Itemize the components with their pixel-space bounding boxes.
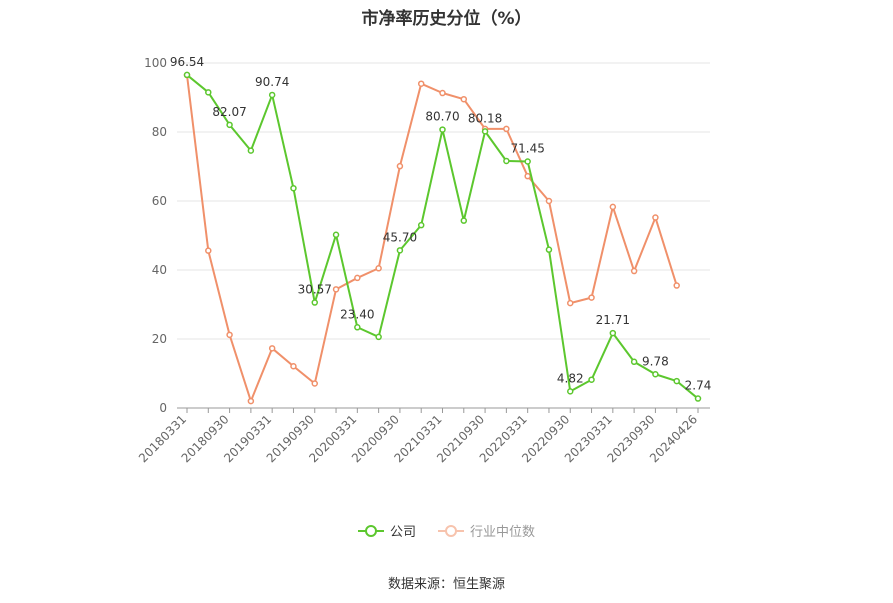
- data-point: [417, 80, 425, 87]
- data-point: [226, 121, 233, 129]
- data-point: [247, 397, 255, 405]
- data-point: [673, 282, 680, 289]
- data-label: 4.82: [557, 371, 584, 385]
- y-tick-label: 80: [152, 125, 167, 139]
- data-point: [226, 331, 233, 339]
- data-label: 9.78: [642, 354, 669, 368]
- data-point: [332, 231, 340, 239]
- data-point: [545, 246, 553, 253]
- data-point: [439, 126, 446, 133]
- data-point: [205, 247, 212, 254]
- legend-item-company[interactable]: 公司: [357, 521, 416, 540]
- data-label: 30.57: [298, 283, 332, 297]
- data-point: [694, 395, 702, 402]
- grid-lines: [177, 62, 710, 340]
- data-point: [311, 380, 318, 387]
- data-point: [354, 274, 361, 282]
- y-tick-label: 60: [152, 194, 167, 208]
- y-tick-label: 40: [152, 263, 167, 277]
- data-point: [503, 125, 510, 133]
- source-note: 数据来源：恒生聚源: [387, 577, 505, 592]
- legend-line-circle-icon: [357, 524, 384, 537]
- data-point: [567, 388, 574, 395]
- data-point: [609, 203, 617, 211]
- data-point: [396, 162, 404, 170]
- data-point: [673, 377, 680, 385]
- data-point: [481, 128, 489, 135]
- y-tick-label: 20: [152, 332, 167, 346]
- data-point: [588, 376, 595, 383]
- data-label: 23.40: [340, 307, 374, 321]
- data-point: [503, 157, 510, 165]
- data-label: 2.74: [685, 379, 712, 393]
- data-point: [630, 267, 638, 275]
- data-point: [417, 221, 425, 229]
- data-point: [630, 358, 638, 366]
- data-point: [268, 91, 276, 99]
- data-point: [354, 324, 361, 331]
- data-label: 71.45: [510, 141, 544, 155]
- data-point: [205, 89, 212, 96]
- series-line: [186, 74, 678, 403]
- data-point: [311, 299, 318, 306]
- legend-line-circle-icon: [438, 524, 464, 537]
- data-point: [290, 363, 297, 370]
- data-label: 45.70: [383, 230, 417, 244]
- legend-label-industry-median: 行业中位数: [470, 525, 536, 540]
- data-point: [652, 371, 659, 378]
- data-label: 21.71: [596, 313, 630, 327]
- data-label: 96.54: [170, 55, 204, 69]
- data-point: [567, 299, 574, 307]
- data-point: [652, 214, 659, 221]
- data-point: [290, 184, 297, 192]
- data-point: [524, 158, 531, 165]
- data-point: [460, 217, 468, 224]
- data-labels: 96.54 82.07 90.74 30.57 23.40 45.70 80.70 80.18…: [170, 55, 712, 393]
- data-point: [609, 329, 617, 337]
- data-point: [268, 345, 276, 352]
- data-point: [247, 147, 255, 154]
- data-label: 80.70: [425, 110, 459, 124]
- legend: 公司 行业中位数: [0, 521, 893, 540]
- data-point: [588, 294, 595, 301]
- data-label: 90.74: [255, 75, 289, 89]
- data-point: [332, 286, 340, 293]
- data-label: 80.18: [468, 111, 502, 125]
- data-point: [183, 71, 191, 79]
- data-point: [545, 197, 553, 205]
- data-point: [375, 265, 382, 272]
- legend-label-company: 公司: [389, 525, 416, 540]
- data-point: [524, 172, 531, 180]
- data-point: [375, 333, 382, 341]
- data-label: 82.07: [212, 105, 246, 119]
- data-point: [396, 247, 404, 254]
- y-tick-label: 100: [144, 56, 167, 70]
- series: [183, 71, 702, 405]
- chart-title: 市净率历史分位（%）: [361, 9, 532, 29]
- data-point: [460, 95, 468, 103]
- data-point: [439, 89, 446, 97]
- legend-item-industry-median[interactable]: 行业中位数: [438, 521, 535, 540]
- y-tick-label: 0: [159, 401, 167, 415]
